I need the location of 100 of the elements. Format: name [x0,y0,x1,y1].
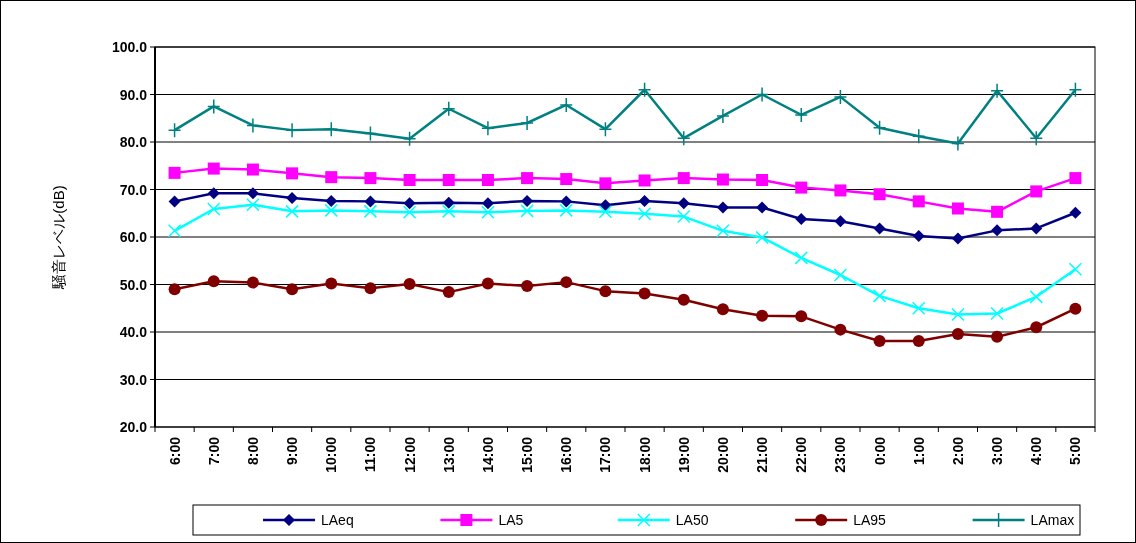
point [637,206,652,221]
x-tick-label: 22:00 [793,436,810,473]
x-tick-label: 5:00 [1067,436,1084,466]
point [207,98,221,115]
point [912,301,926,315]
point [599,199,612,212]
point [951,307,965,322]
point [912,128,926,145]
point [402,130,417,147]
point [521,279,534,292]
point [755,230,769,245]
point [677,197,690,210]
y-axis-title: 騒音レベル(dB) [50,185,67,290]
point [1068,82,1083,98]
y-tick-label: 60.0 [119,229,148,245]
x-tick-label: 0:00 [871,436,888,466]
point [1030,222,1043,235]
x-tick-label: 16:00 [558,436,575,473]
point [873,188,886,201]
x-tick-label: 12:00 [401,436,418,473]
point [363,125,378,142]
legend-label: LA50 [675,512,709,528]
point [638,174,651,187]
point [207,275,220,288]
point [402,205,417,220]
point [598,205,613,219]
point [207,202,221,216]
x-tick-label: 9:00 [284,436,301,466]
point [442,174,455,186]
point [872,289,887,303]
point [991,224,1004,237]
legend-label: LAmax [1030,512,1075,528]
point [833,89,848,105]
point [363,204,378,219]
y-tick-label: 30.0 [119,371,148,388]
point [756,174,769,186]
x-tick-label: 3:00 [989,436,1006,466]
y-tick-label: 100.0 [111,39,148,55]
point [364,195,377,208]
point [991,330,1004,343]
x-tick-label: 2:00 [949,436,966,466]
point [912,335,925,348]
point [834,215,847,228]
point [912,230,925,243]
point [1030,321,1043,334]
point [638,287,651,300]
point [442,101,456,117]
x-tick-label: 8:00 [244,436,261,466]
legend-label: LA95 [853,512,887,528]
point [990,82,1004,99]
point [325,277,338,290]
point [560,195,573,208]
point [1029,290,1043,304]
x-tick-label: 11:00 [362,436,379,473]
point [951,202,964,215]
legend-label: LAeq [321,512,354,528]
point [560,173,573,186]
point [481,277,494,290]
point [991,205,1004,218]
point [716,108,730,124]
x-tick-label: 17:00 [597,436,614,473]
y-tick-label: 50.0 [119,276,148,293]
point [364,172,377,185]
point [677,130,691,146]
x-tick-label: 20:00 [714,436,731,473]
point [873,335,886,348]
point [481,197,494,210]
point [795,181,808,194]
point [324,121,338,137]
point [168,283,181,296]
point [990,306,1004,321]
point [285,204,299,219]
point [951,232,964,245]
point [246,276,259,289]
point [286,283,299,296]
x-tick-label: 6:00 [166,436,183,466]
y-tick-label: 90.0 [119,86,148,103]
point [207,187,220,200]
point [795,310,808,323]
point [951,327,964,340]
point [325,171,338,184]
point [716,224,730,238]
point [598,121,613,137]
legend-label: LA5 [498,512,524,528]
point [1068,262,1083,277]
x-tick-label: 1:00 [910,436,927,466]
x-tick-label: 14:00 [479,436,496,473]
point [325,194,338,207]
point [951,135,965,152]
point [872,120,887,136]
point [833,268,848,282]
point [286,167,299,180]
point [677,293,690,306]
point [168,195,181,208]
point [677,172,690,185]
x-tick-label: 19:00 [675,436,692,473]
point [442,286,455,299]
point [364,282,377,295]
point [207,162,220,175]
point [795,212,808,225]
